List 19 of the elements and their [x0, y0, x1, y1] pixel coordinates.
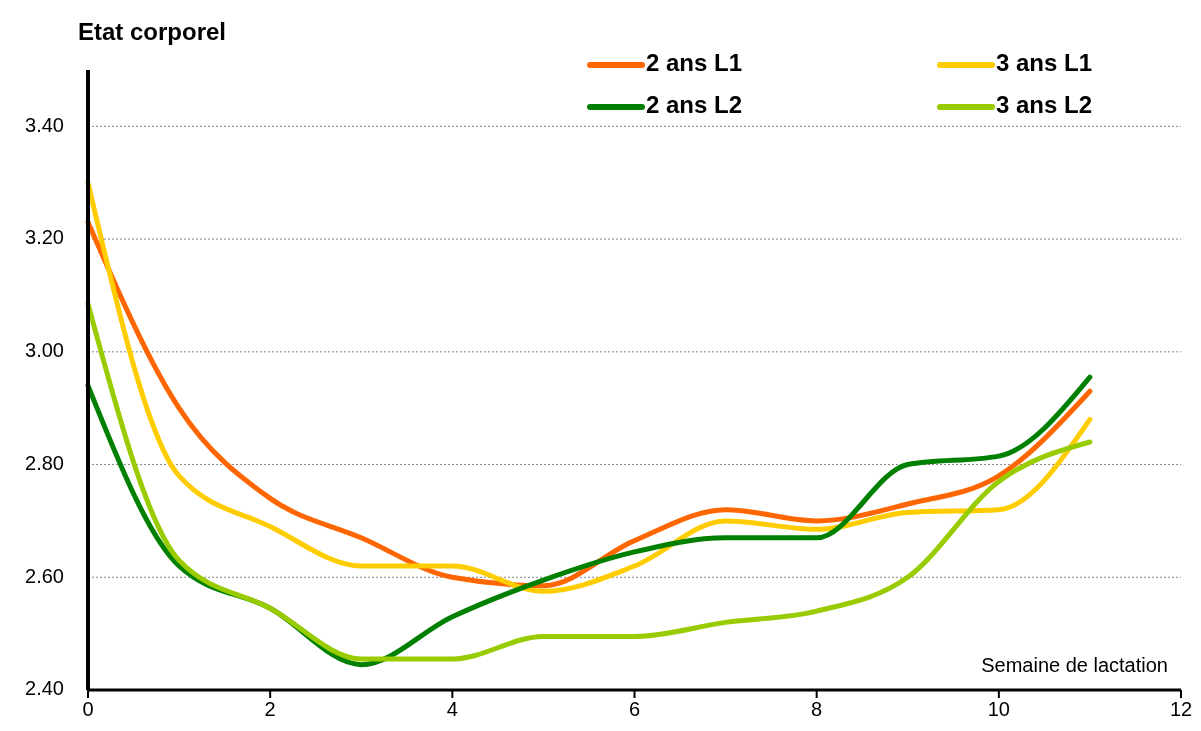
legend-label: 2 ans L2: [646, 91, 743, 119]
x-axis-title: Semaine de lactation: [981, 654, 1168, 676]
y-tick-label: 2.40: [25, 677, 64, 700]
legend-label: 3 ans L2: [996, 91, 1093, 119]
x-tick-label: 4: [446, 698, 458, 720]
x-tick-label: 8: [811, 698, 823, 720]
y-tick-label: 3.20: [25, 226, 64, 249]
legend-label: 2 ans L1: [646, 49, 743, 77]
chart-title: Etat corporel: [78, 18, 227, 45]
y-tick-label: 2.80: [25, 451, 64, 474]
y-tick-label: 2.60: [25, 564, 64, 587]
legend-label: 3 ans L1: [996, 49, 1093, 77]
y-tick-label: 3.00: [25, 339, 64, 362]
x-tick-label: 10: [987, 698, 1010, 720]
x-tick-label: 2: [264, 698, 276, 720]
y-tick-label: 3.40: [25, 113, 64, 136]
x-tick-label: 0: [82, 698, 94, 720]
x-tick-label: 6: [628, 698, 641, 720]
x-tick-label: 12: [1169, 698, 1193, 720]
